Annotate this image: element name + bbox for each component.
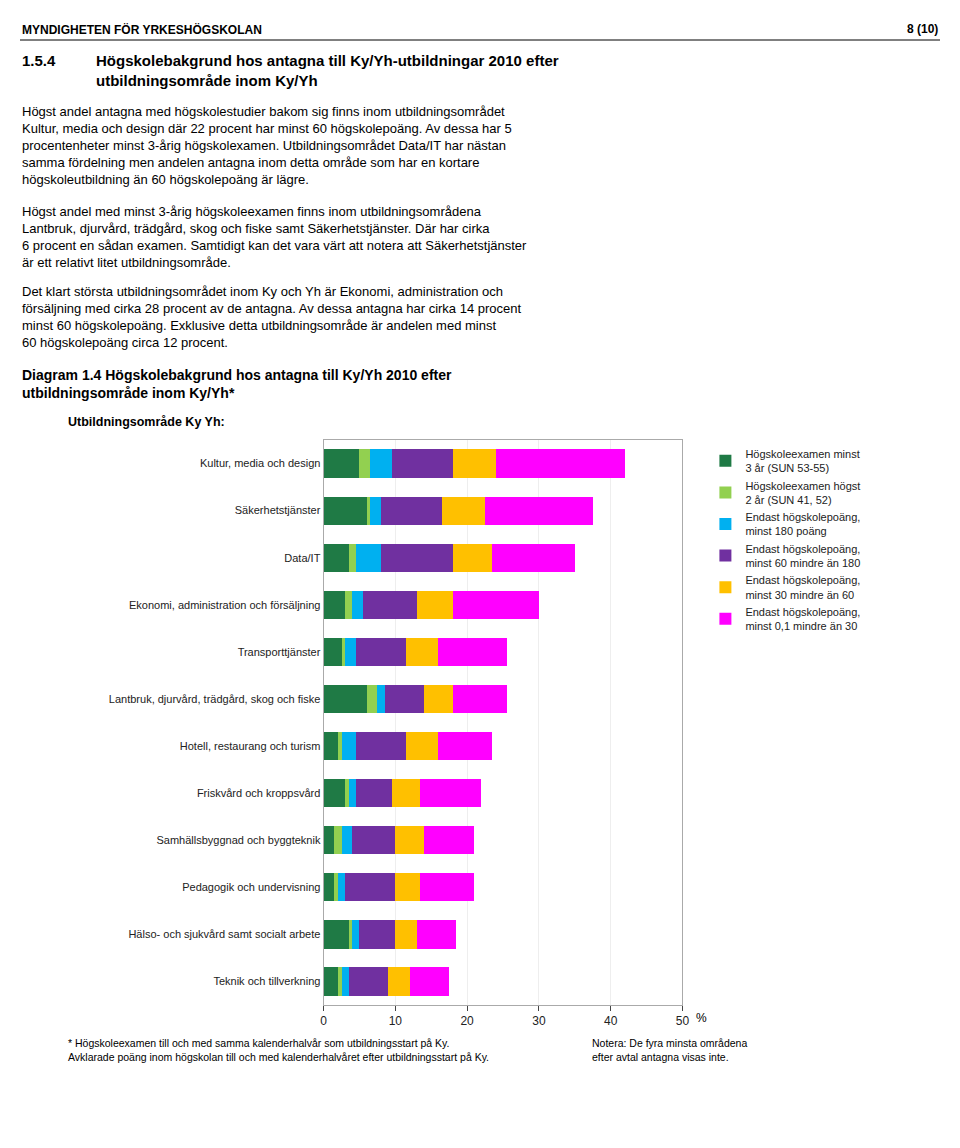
svg-text:30: 30 [532, 1014, 546, 1028]
svg-text:Hälso- och sjukvård samt socia: Hälso- och sjukvård samt socialt arbete [128, 928, 320, 940]
svg-text:Endast högskolepoäng,minst 180: Endast högskolepoäng,minst 180 poäng [745, 511, 860, 537]
svg-text:Pedagogik och undervisning: Pedagogik och undervisning [182, 881, 320, 893]
svg-text:Kultur, media och design: Kultur, media och design [200, 457, 320, 469]
svg-text:Endast högskolepoäng,minst 30: Endast högskolepoäng,minst 30 mindre än … [745, 574, 860, 600]
svg-text:40: 40 [604, 1014, 618, 1028]
svg-text:Högskolebakgrund hos antagna t: Högskolebakgrund hos antagna till Ky/Yh-… [96, 52, 559, 89]
svg-text:Data/IT: Data/IT [284, 552, 320, 564]
svg-text:%: % [696, 1011, 707, 1025]
svg-text:Friskvård och kroppsvård: Friskvård och kroppsvård [197, 787, 321, 799]
svg-text:Ekonomi, administration och fö: Ekonomi, administration och försäljning [129, 599, 320, 611]
svg-text:Utbildningsområde Ky Yh:: Utbildningsområde Ky Yh: [68, 415, 225, 429]
svg-text:50: 50 [676, 1014, 690, 1028]
svg-text:Endast högskolepoäng,minst 60: Endast högskolepoäng,minst 60 mindre än … [745, 543, 860, 569]
svg-text:Högskoleexamen minst3 år (SUN: Högskoleexamen minst3 år (SUN 53-55) [745, 448, 859, 474]
svg-text:Transporttjänster: Transporttjänster [238, 646, 321, 658]
svg-text:8 (10): 8 (10) [907, 22, 938, 36]
svg-text:0: 0 [320, 1014, 327, 1028]
svg-text:Lantbruk, djurvård, trädgård,: Lantbruk, djurvård, trädgård, skog och f… [109, 693, 321, 705]
svg-text:1.5.4: 1.5.4 [22, 52, 56, 69]
svg-text:Hotell, restaurang och turism: Hotell, restaurang och turism [180, 740, 321, 752]
svg-text:Högst andel antagna med högsko: Högst andel antagna med högskolestudier … [22, 104, 512, 187]
svg-text:10: 10 [389, 1014, 403, 1028]
svg-text:Samhällsbyggnad och byggteknik: Samhällsbyggnad och byggteknik [157, 834, 321, 846]
svg-text:Högskoleexamen högst2 år (SUN: Högskoleexamen högst2 år (SUN 41, 52) [745, 480, 860, 506]
svg-text:Säkerhetstjänster: Säkerhetstjänster [235, 504, 321, 516]
svg-text:Högst andel med minst 3-årig h: Högst andel med minst 3-årig högskoleexa… [22, 204, 527, 270]
svg-text:Endast högskolepoäng,minst 0,1: Endast högskolepoäng,minst 0,1 mindre än… [745, 606, 860, 632]
svg-text:Teknik och tillverkning: Teknik och tillverkning [213, 975, 320, 987]
svg-text:Notera: De fyra minsta områden: Notera: De fyra minsta områdenaefter avt… [592, 1037, 747, 1063]
svg-text:* Högskoleexamen till och med: * Högskoleexamen till och med samma kale… [68, 1037, 489, 1063]
svg-text:20: 20 [460, 1014, 474, 1028]
svg-text:Diagram 1.4 Högskolebakgrund h: Diagram 1.4 Högskolebakgrund hos antagna… [22, 367, 452, 401]
svg-text:MYNDIGHETEN FÖR YRKESHÖGSKOLAN: MYNDIGHETEN FÖR YRKESHÖGSKOLAN [22, 22, 262, 37]
svg-text:Det klart största utbildningso: Det klart största utbildningsområdet ino… [22, 284, 522, 350]
